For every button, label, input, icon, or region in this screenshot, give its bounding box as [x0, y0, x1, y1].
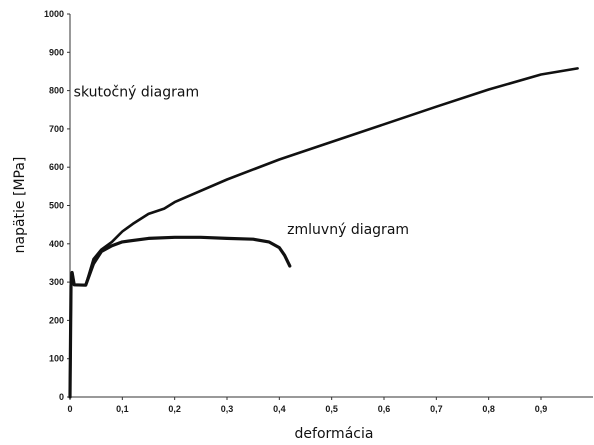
- annotation-skutocny: skutočný diagram: [74, 84, 199, 100]
- annotations: skutočný diagram zmluvný diagram: [74, 84, 409, 238]
- x-tick-label: 0,9: [535, 404, 548, 414]
- y-tick-label: 400: [49, 239, 64, 249]
- x-tick-label: 0,6: [378, 404, 391, 414]
- x-tick-label: 0,1: [116, 404, 129, 414]
- y-ticks: 0 100 200 300 400 500 600 700 800 900 1000: [44, 9, 70, 402]
- y-tick-label: 800: [49, 86, 64, 96]
- y-tick-label: 500: [49, 201, 64, 211]
- annotation-zmluvny: zmluvný diagram: [287, 222, 409, 238]
- x-tick-label: 0,2: [168, 404, 181, 414]
- y-axis-title: napätie [MPa]: [12, 157, 28, 254]
- y-tick-label: 900: [49, 47, 64, 57]
- y-tick-label: 100: [49, 354, 64, 364]
- y-tick-label: 0: [59, 392, 64, 402]
- x-tick-label: 0,4: [273, 404, 286, 414]
- y-tick-label: 300: [49, 277, 64, 287]
- y-tick-label: 1000: [44, 9, 64, 19]
- y-tick-label: 700: [49, 124, 64, 134]
- y-tick-label: 200: [49, 315, 64, 325]
- x-tick-label: 0: [67, 404, 72, 414]
- x-tick-label: 0,5: [325, 404, 338, 414]
- axes: [69, 14, 593, 398]
- x-tick-label: 0,8: [482, 404, 495, 414]
- series-line-zmluvny: [68, 235, 292, 399]
- x-axis-title: deformácia: [295, 426, 374, 442]
- y-tick-label: 600: [49, 162, 64, 172]
- x-tick-label: 0,3: [221, 404, 234, 414]
- x-tick-label: 0,7: [430, 404, 443, 414]
- x-ticks: 0 0,1 0,2 0,3 0,4 0,5 0,6 0,7 0,8 0,9: [67, 397, 547, 414]
- series-layer: [68, 67, 579, 399]
